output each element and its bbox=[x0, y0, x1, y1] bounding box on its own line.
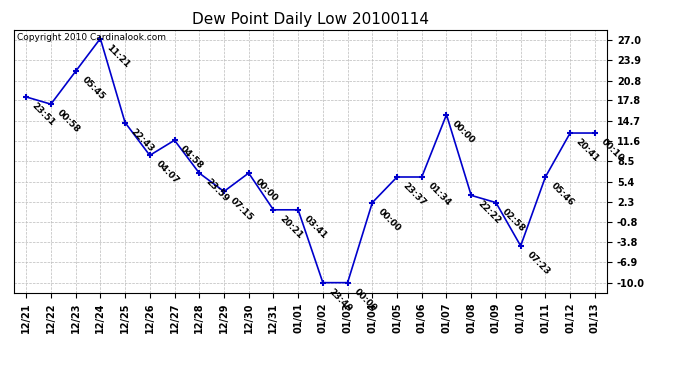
Text: 23:49: 23:49 bbox=[327, 287, 354, 314]
Text: 23:59: 23:59 bbox=[204, 177, 230, 204]
Text: 02:58: 02:58 bbox=[500, 207, 526, 233]
Text: 20:21: 20:21 bbox=[277, 214, 304, 240]
Text: 00:58: 00:58 bbox=[55, 108, 81, 135]
Text: 07:23: 07:23 bbox=[525, 250, 551, 277]
Text: 05:45: 05:45 bbox=[80, 75, 106, 102]
Text: 05:46: 05:46 bbox=[549, 181, 576, 208]
Text: 23:51: 23:51 bbox=[30, 101, 57, 128]
Text: 00:10: 00:10 bbox=[599, 137, 625, 164]
Text: 00:00: 00:00 bbox=[352, 287, 378, 313]
Title: Dew Point Daily Low 20100114: Dew Point Daily Low 20100114 bbox=[192, 12, 429, 27]
Text: 22:43: 22:43 bbox=[129, 127, 156, 153]
Text: 11:21: 11:21 bbox=[104, 43, 131, 69]
Text: Copyright 2010 Cardinalook.com: Copyright 2010 Cardinalook.com bbox=[17, 33, 166, 42]
Text: 00:00: 00:00 bbox=[451, 119, 477, 145]
Text: 07:15: 07:15 bbox=[228, 196, 255, 222]
Text: 04:07: 04:07 bbox=[154, 159, 181, 186]
Text: 22:22: 22:22 bbox=[475, 200, 502, 226]
Text: 01:34: 01:34 bbox=[426, 181, 453, 208]
Text: 20:41: 20:41 bbox=[574, 137, 601, 164]
Text: 03:41: 03:41 bbox=[302, 214, 329, 241]
Text: 04:58: 04:58 bbox=[179, 144, 206, 171]
Text: 00:00: 00:00 bbox=[377, 207, 403, 233]
Text: 23:37: 23:37 bbox=[401, 181, 428, 208]
Text: 00:00: 00:00 bbox=[253, 177, 279, 204]
